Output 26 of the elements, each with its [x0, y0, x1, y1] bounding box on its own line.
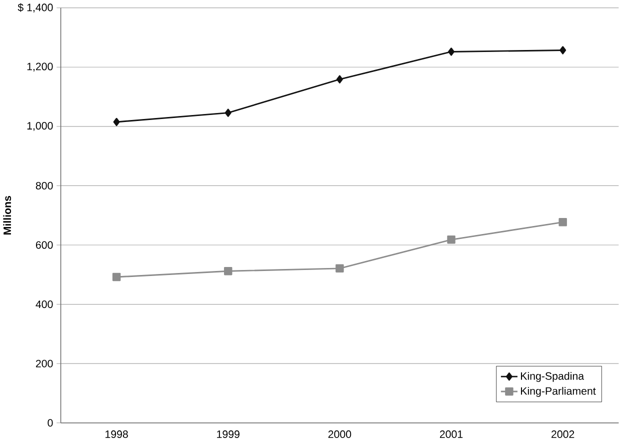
- point: [560, 46, 566, 54]
- y-tick-label: 200: [36, 360, 53, 368]
- y-tick-label: 400: [36, 300, 53, 308]
- y-tick-label: $ 1,400: [18, 3, 53, 12]
- x-tick-label: 2001: [440, 430, 463, 438]
- x-tick-label: 1999: [217, 430, 240, 438]
- y-tick-label: 1,200: [27, 62, 53, 72]
- point: [336, 75, 343, 84]
- x-tick-label: 2000: [328, 430, 352, 438]
- x-tick-label: 1998: [106, 430, 128, 438]
- y-tick-label: 1,000: [27, 122, 53, 131]
- point: [336, 264, 344, 272]
- point: [112, 272, 121, 282]
- y-tick-label: 0: [48, 419, 53, 427]
- legend-label: King-Parliament: [521, 386, 596, 397]
- y-axis-title: Millions: [3, 196, 12, 234]
- point: [224, 266, 232, 276]
- point: [224, 108, 232, 117]
- y-tick-label: 600: [36, 241, 53, 249]
- point: [113, 118, 120, 126]
- point: [558, 218, 567, 226]
- legend-label: King-Spadina: [521, 372, 584, 382]
- y-tick-label: 800: [36, 182, 53, 190]
- x-tick-label: 2002: [552, 430, 574, 438]
- point: [448, 48, 455, 56]
- point: [447, 235, 456, 244]
